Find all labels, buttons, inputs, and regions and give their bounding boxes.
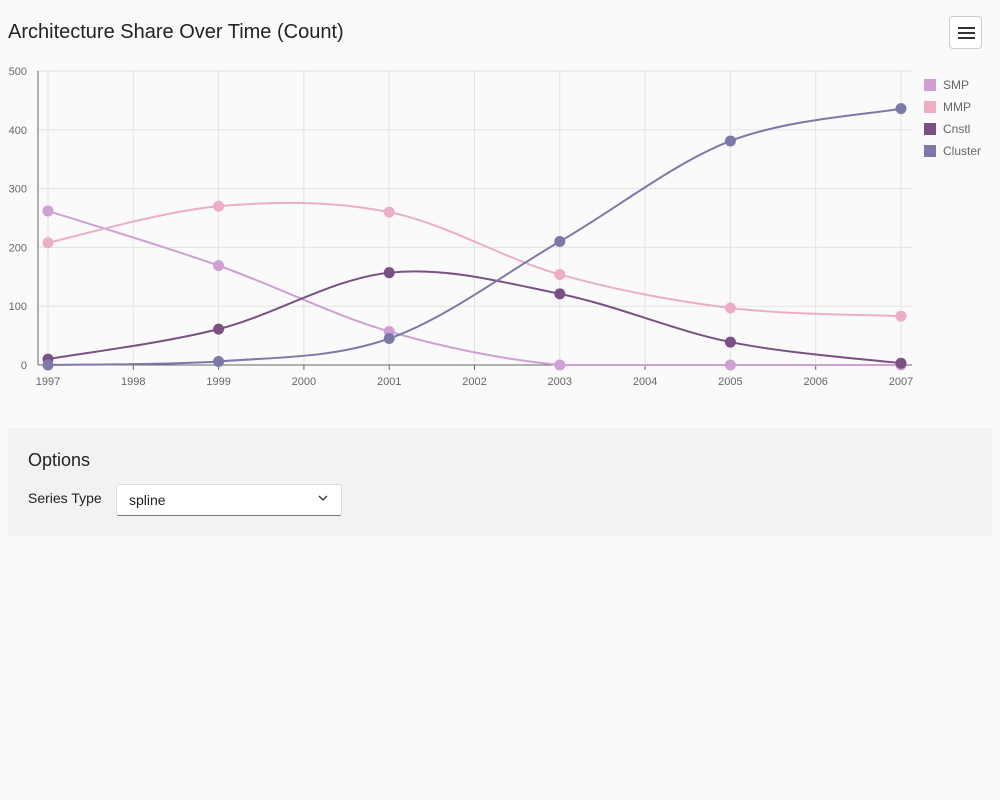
legend-swatch — [924, 145, 936, 157]
x-tick-label: 1999 — [206, 376, 230, 388]
x-tick-label: 2003 — [548, 376, 572, 388]
legend-swatch — [924, 123, 936, 135]
series-line-cnstl[interactable] — [47, 270, 902, 365]
data-point-smp[interactable] — [554, 359, 566, 371]
legend-swatch — [924, 79, 936, 91]
x-tick-label: 1997 — [36, 376, 60, 388]
data-point-cluster[interactable] — [554, 236, 566, 248]
chart-menu-button[interactable] — [949, 16, 982, 49]
data-point-cluster[interactable] — [213, 355, 225, 367]
data-point-smp[interactable] — [42, 205, 54, 217]
series-type-value: spline — [129, 492, 166, 508]
data-point-mmp[interactable] — [895, 310, 907, 322]
legend-swatch — [924, 101, 936, 113]
x-tick-label: 2002 — [462, 376, 486, 388]
data-point-cnstl[interactable] — [895, 357, 907, 369]
y-tick-label: 0 — [21, 360, 27, 372]
y-tick-label: 400 — [9, 125, 27, 137]
options-title: Options — [28, 450, 91, 470]
options-panel: Options Series Type spline — [8, 428, 992, 536]
data-point-cnstl[interactable] — [213, 323, 225, 335]
y-tick-label: 500 — [9, 66, 27, 78]
data-point-cnstl[interactable] — [383, 267, 395, 279]
y-tick-label: 300 — [9, 184, 27, 196]
data-point-mmp[interactable] — [554, 268, 566, 280]
hamburger-menu-icon — [958, 32, 975, 34]
x-tick-label: 2007 — [889, 376, 913, 388]
legend-item-cnstl[interactable]: Cnstl — [924, 118, 1000, 140]
hamburger-menu-icon — [958, 37, 975, 39]
data-point-cluster[interactable] — [724, 135, 736, 147]
legend-label: Cluster — [943, 144, 982, 158]
chart-area: 0 100 200 300 400 500 1997 1998 1999 2000 2001 2002… — [0, 58, 1000, 398]
x-tick-label: 2006 — [803, 376, 827, 388]
data-point-smp[interactable] — [213, 260, 225, 272]
x-tick-label: 1998 — [121, 376, 145, 388]
chevron-down-icon — [318, 495, 328, 501]
grid — [38, 70, 912, 366]
hamburger-menu-icon — [958, 27, 975, 29]
legend-label: Cnstl — [943, 122, 971, 136]
legend-item-mmp[interactable]: MMP — [924, 96, 1000, 118]
legend-label: SMP — [943, 78, 970, 92]
data-point-mmp[interactable] — [383, 206, 395, 218]
chart-title: Architecture Share Over Time (Count) — [8, 21, 344, 43]
series-line-mmp[interactable] — [47, 201, 902, 318]
series-line-cluster[interactable] — [47, 107, 902, 366]
x-tick-label: 2000 — [292, 376, 316, 388]
data-point-cnstl[interactable] — [724, 336, 736, 348]
data-point-mmp[interactable] — [42, 237, 54, 249]
x-tick-label: 2001 — [377, 376, 401, 388]
data-point-mmp[interactable] — [213, 200, 225, 212]
y-tick-label: 100 — [9, 301, 27, 313]
data-point-cluster[interactable] — [895, 103, 907, 115]
chart-legend: SMP MMP Cnstl Cluster — [924, 74, 1000, 162]
series-line-smp[interactable] — [47, 209, 901, 367]
data-point-cluster[interactable] — [42, 359, 54, 371]
series-lines — [47, 107, 902, 367]
chart-header: Architecture Share Over Time (Count) — [8, 16, 982, 52]
data-point-cluster[interactable] — [383, 333, 395, 345]
y-tick-label: 200 — [9, 242, 27, 254]
series-points — [42, 103, 907, 371]
data-point-mmp[interactable] — [724, 302, 736, 314]
data-point-cnstl[interactable] — [554, 288, 566, 300]
x-tick-label: 2005 — [718, 376, 742, 388]
legend-label: MMP — [943, 100, 971, 114]
series-type-select[interactable]: spline — [116, 484, 342, 516]
line-chart: 0 100 200 300 400 500 1997 1998 1999 2000 2001 2002… — [9, 66, 914, 388]
axes: 0 100 200 300 400 500 1997 1998 1999 2000 2001 2002… — [9, 66, 914, 388]
legend-item-smp[interactable]: SMP — [924, 74, 1000, 96]
data-point-smp[interactable] — [724, 359, 736, 371]
legend-item-cluster[interactable]: Cluster — [924, 140, 1000, 162]
x-tick-label: 2004 — [633, 376, 657, 388]
series-type-label: Series Type — [28, 490, 102, 506]
